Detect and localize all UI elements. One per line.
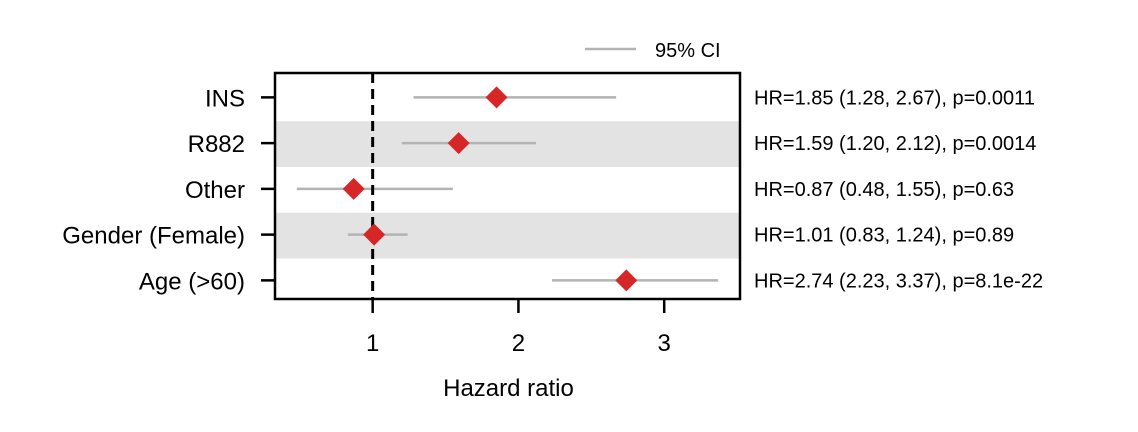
x-tick-label: 2 — [512, 330, 525, 357]
row-bands — [275, 121, 740, 259]
row-band — [275, 212, 740, 259]
hr-point — [485, 86, 508, 109]
x-tick-label: 1 — [366, 330, 379, 357]
hr-annotation: HR=1.59 (1.20, 2.12), p=0.0014 — [754, 133, 1036, 155]
x-tick-label: 3 — [658, 330, 671, 357]
hr-annotation: HR=0.87 (0.48, 1.55), p=0.63 — [754, 179, 1014, 201]
x-axis: 1 2 3 — [366, 299, 671, 357]
y-axis: INS R882 Other Gender (Female) Age (>60) — [62, 85, 275, 295]
y-tick-label: Gender (Female) — [62, 223, 245, 250]
hr-annotations: HR=1.85 (1.28, 2.67), p=0.0011 HR=1.59 (1… — [754, 87, 1043, 292]
legend: 95% CI — [585, 40, 721, 62]
y-tick-label: R882 — [188, 131, 245, 158]
x-axis-label: Hazard ratio — [443, 375, 574, 402]
hr-annotation: HR=1.85 (1.28, 2.67), p=0.0011 — [754, 87, 1035, 109]
y-tick-label: INS — [205, 85, 245, 112]
hr-point — [615, 269, 638, 292]
hazard-ratio-points — [342, 86, 638, 292]
y-tick-label: Age (>60) — [139, 268, 245, 295]
hr-annotation: HR=2.74 (2.23, 3.37), p=8.1e-22 — [754, 270, 1043, 292]
hr-point — [447, 132, 470, 155]
hr-point — [342, 177, 365, 200]
hr-annotation: HR=1.01 (0.83, 1.24), p=0.89 — [754, 225, 1014, 247]
hr-point — [363, 223, 386, 246]
y-tick-label: Other — [185, 177, 245, 204]
plot-frame — [273, 71, 742, 301]
legend-label: 95% CI — [655, 40, 721, 62]
confidence-intervals — [296, 96, 719, 282]
